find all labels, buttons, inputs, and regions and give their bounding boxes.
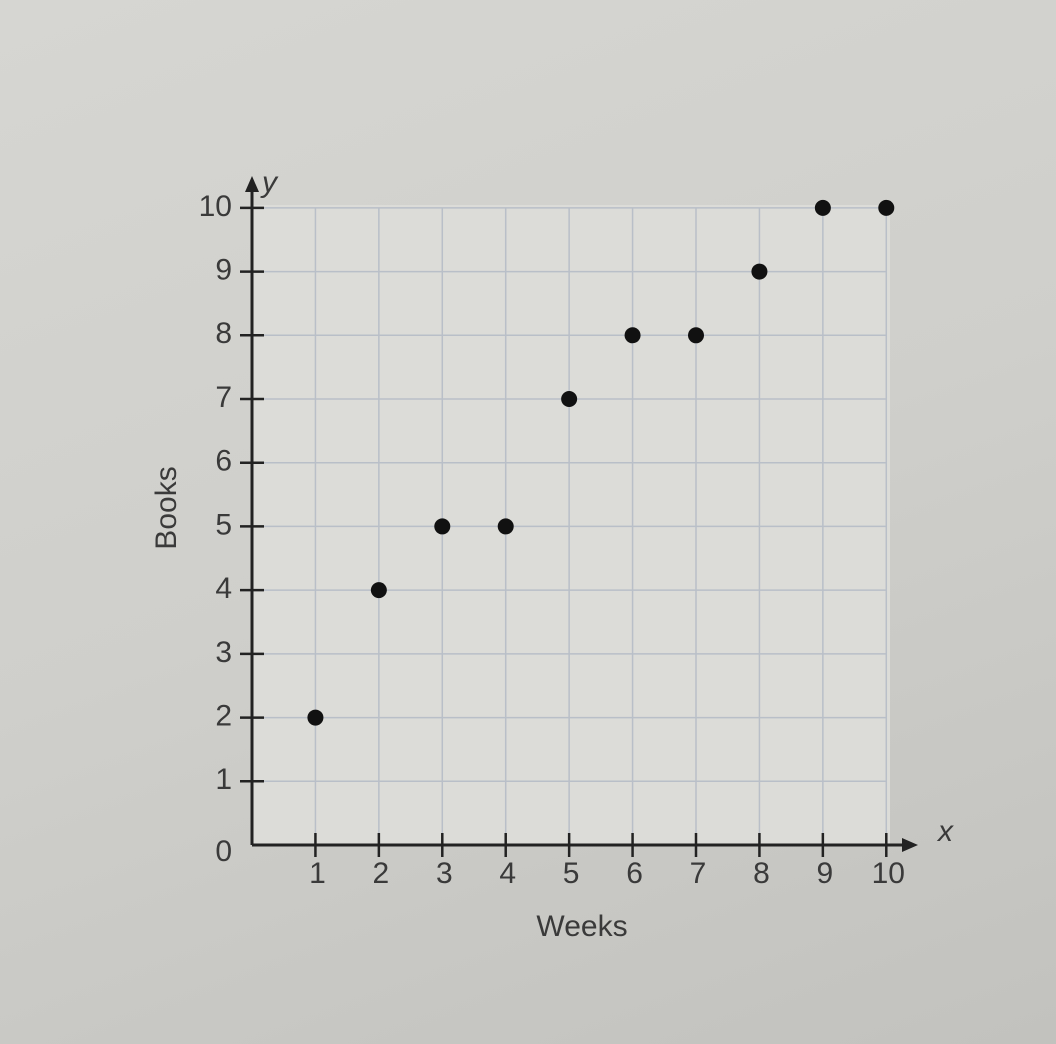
y-tick-label: 0 bbox=[215, 835, 232, 868]
y-axis-symbol: y bbox=[260, 166, 279, 199]
y-tick-label: 3 bbox=[215, 636, 232, 669]
x-tick-label: 4 bbox=[499, 857, 516, 890]
y-axis-arrow bbox=[245, 176, 259, 192]
x-tick-label: 6 bbox=[626, 857, 643, 890]
point bbox=[751, 263, 768, 280]
x-tick-label: 9 bbox=[817, 857, 834, 890]
point bbox=[688, 327, 704, 344]
x-axis-label: Weeks bbox=[536, 910, 627, 943]
point bbox=[624, 327, 641, 344]
x-tick-label: 5 bbox=[563, 857, 580, 890]
x-tick-label: 3 bbox=[436, 857, 453, 890]
y-tick-label: 5 bbox=[215, 508, 232, 541]
y-axis-label: Books bbox=[150, 466, 183, 549]
y-tick-label: 7 bbox=[215, 381, 232, 414]
y-tick-label: 2 bbox=[215, 699, 232, 732]
point bbox=[434, 518, 451, 535]
x-tick-label: 1 bbox=[309, 857, 326, 890]
point bbox=[561, 391, 578, 407]
x-tick-label: 7 bbox=[690, 857, 707, 890]
point bbox=[497, 518, 514, 535]
y-tick-label: 8 bbox=[215, 317, 232, 350]
point bbox=[878, 199, 895, 216]
x-tick-label: 8 bbox=[753, 857, 770, 890]
point bbox=[370, 582, 387, 599]
point bbox=[307, 709, 324, 726]
y-tick-label: 1 bbox=[215, 763, 232, 796]
x-tick-label: 2 bbox=[373, 857, 390, 890]
y-tick-label: 4 bbox=[215, 572, 232, 605]
y-tick-label: 10 bbox=[199, 190, 232, 223]
x-tick-label: 10 bbox=[872, 857, 905, 890]
y-tick-label: 6 bbox=[215, 445, 232, 478]
y-tick-label: 9 bbox=[215, 253, 232, 286]
x-axis-arrow bbox=[902, 838, 918, 852]
plot-area bbox=[252, 205, 890, 845]
x-axis-symbol: x bbox=[936, 815, 954, 848]
point bbox=[814, 199, 831, 216]
